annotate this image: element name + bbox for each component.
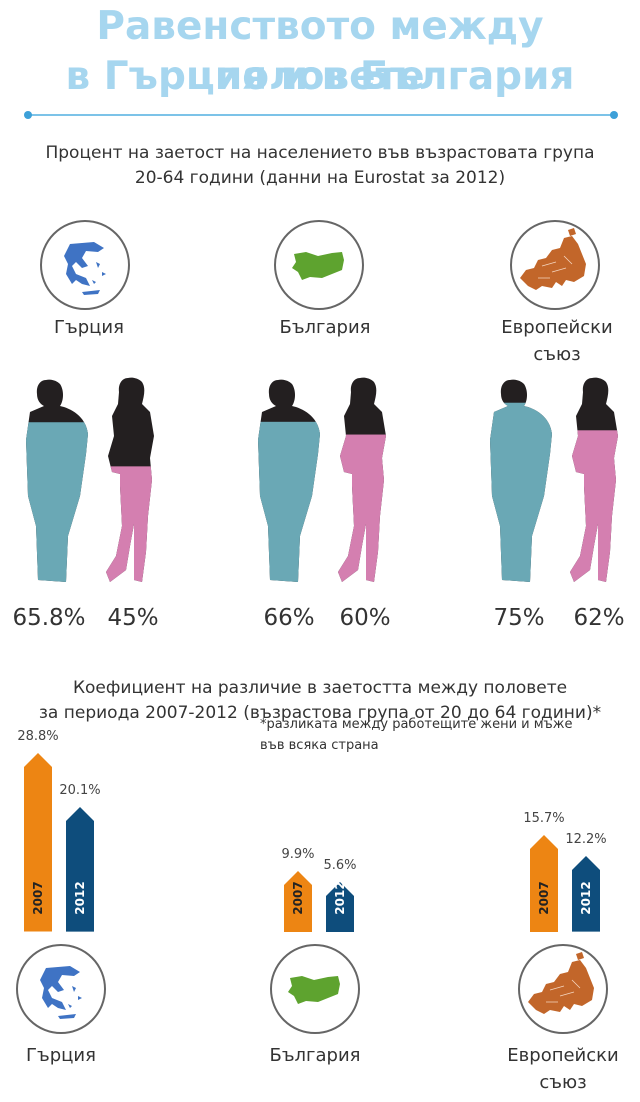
- eu-name-line-2: съюз: [533, 344, 581, 365]
- greece-name-bottom: Гърция: [26, 1045, 96, 1066]
- eu-2007-bar: 2007: [530, 834, 558, 932]
- europe-map-icon: [528, 952, 594, 1014]
- bulgaria-men-percent: 66%: [263, 605, 315, 631]
- eu-circle-bottom: [518, 944, 608, 1034]
- eu-2012-value: 12.2%: [565, 832, 607, 848]
- greece-men-figure: [26, 379, 88, 583]
- bulgaria-circle: [274, 220, 364, 310]
- bulgaria-2012-bar: 2012: [326, 881, 354, 932]
- greece-2012-value: 20.1%: [59, 783, 101, 799]
- bulgaria-men-figure: [258, 379, 320, 583]
- greece-2007-value: 28.8%: [17, 729, 59, 745]
- greece-2007-year: 2007: [31, 881, 45, 915]
- gap-subtitle-line-1: Коефициент на различие в заетостта между…: [72, 678, 568, 698]
- bar-shape: [284, 870, 312, 932]
- footnote-line-2: във всяка страна: [260, 738, 379, 753]
- bulgaria-map-icon: [288, 976, 340, 1004]
- bar-shape: [326, 882, 354, 932]
- eu-name-line-1: Европейски: [501, 317, 613, 338]
- eu-2012-bar: 2012: [572, 856, 600, 932]
- bulgaria-map-icon: [292, 252, 344, 280]
- bulgaria-women-percent: 60%: [339, 605, 391, 631]
- gap-subtitle-line-2: за периода 2007-2012 (възрастова група о…: [38, 703, 602, 723]
- bar-shape: [530, 834, 558, 932]
- eu-2007-value: 15.7%: [523, 810, 565, 826]
- page-title-line-2: в Гърция и в България: [65, 54, 575, 99]
- bulgaria-name-bottom: България: [269, 1045, 361, 1066]
- bar-shape: [24, 753, 52, 932]
- greece-map-icon: [40, 966, 82, 1019]
- eu-name-bottom-line-2: съюз: [539, 1072, 587, 1093]
- bulgaria-name: България: [279, 317, 371, 338]
- bar-shape: [66, 807, 94, 932]
- greece-2007-bar: 2007: [24, 753, 52, 932]
- eu-name-bottom-line-1: Европейски: [507, 1045, 619, 1066]
- employment-subtitle-line-2: 20-64 години (данни на Eurostat за 2012): [134, 168, 506, 188]
- bulgaria-2007-year: 2007: [291, 881, 305, 915]
- greece-circle: [40, 220, 130, 310]
- greece-circle-bottom: [16, 944, 106, 1034]
- eu-2007-year: 2007: [537, 881, 551, 915]
- bar-shape: [572, 856, 600, 932]
- greece-women-figure: [106, 377, 154, 583]
- eu-women-figure: [570, 377, 618, 583]
- europe-map-icon: [520, 228, 586, 290]
- employment-subtitle-line-1: Процент на заетост на населението във въ…: [45, 143, 595, 163]
- bulgaria-2007-bar: 2007: [284, 870, 312, 932]
- greece-map-icon: [64, 242, 106, 295]
- divider-dot-right: [610, 111, 618, 119]
- eu-women-percent: 62%: [573, 605, 625, 631]
- greece-name: Гърция: [54, 317, 124, 338]
- bulgaria-2007-value: 9.9%: [281, 846, 315, 862]
- eu-men-percent: 75%: [493, 605, 545, 631]
- greece-men-percent: 65.8%: [12, 605, 86, 631]
- bulgaria-circle-bottom: [270, 944, 360, 1034]
- greece-2012-year: 2012: [73, 881, 87, 915]
- eu-men-figure: [490, 379, 552, 583]
- divider-dot-left: [24, 111, 32, 119]
- eu-circle: [510, 220, 600, 310]
- footnote: *разликата между работещите жени и мъже …: [260, 714, 640, 756]
- eu-2012-year: 2012: [579, 881, 593, 915]
- title-divider: [24, 111, 618, 119]
- bulgaria-women-figure: [338, 377, 386, 583]
- page-title-line-1: Равенството между половете: [96, 4, 544, 99]
- bulgaria-2012-year: 2012: [333, 881, 347, 915]
- footnote-line-1: *разликата между работещите жени и мъже: [260, 717, 573, 732]
- bulgaria-2012-value: 5.6%: [323, 858, 357, 873]
- greece-women-percent: 45%: [107, 605, 159, 631]
- greece-2012-bar: 2012: [66, 807, 94, 932]
